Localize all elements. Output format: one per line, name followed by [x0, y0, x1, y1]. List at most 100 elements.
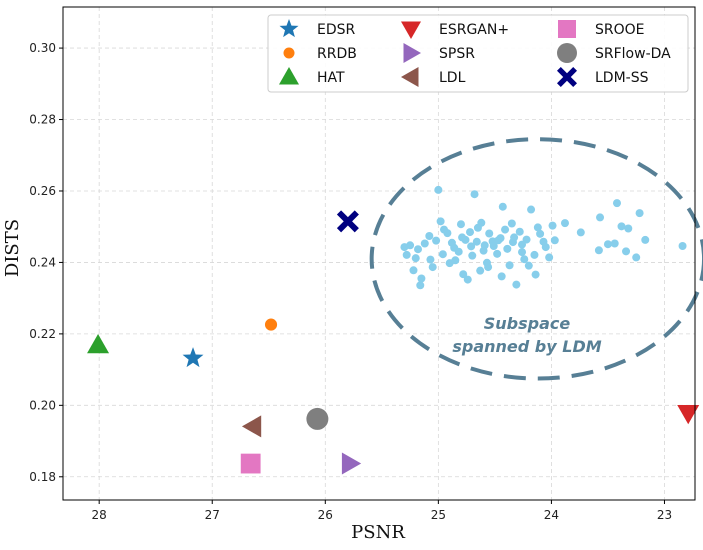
legend-label-ldl: LDL [439, 70, 466, 86]
ldm-sample-point [426, 255, 435, 264]
ldm-sample-point [440, 225, 449, 234]
legend-label-srooe: SROOE [595, 22, 645, 38]
ldm-sample-point [503, 244, 512, 253]
y-tick-label: 0.18 [29, 470, 56, 484]
legend-marker-srooe [558, 20, 576, 38]
marker-hat [87, 333, 110, 354]
ldm-sample-point [512, 280, 521, 289]
ldm-sample-point [501, 225, 510, 234]
ldm-sample-point [550, 236, 559, 245]
ldm-sample-point [594, 246, 603, 255]
ldm-sample-point [596, 213, 605, 222]
ldm-sample-point [530, 250, 539, 259]
ldm-sample-point [518, 240, 527, 249]
legend-label-spsr: SPSR [439, 46, 475, 62]
ldm-sample-point [510, 233, 519, 242]
ldm-sample-point [612, 199, 621, 208]
ldm-sample-point [527, 205, 536, 214]
ldm-sample-point [402, 250, 411, 259]
legend-marker-esrgan- [401, 21, 421, 39]
legend-label-hat: HAT [317, 70, 345, 86]
y-axis-ticks: 0.18 0.20 0.22 0.24 0.26 0.28 0.30 [29, 41, 63, 484]
ldm-sample-point [484, 263, 493, 272]
ldm-sample-point [409, 266, 418, 275]
ldm-sample-point [417, 274, 426, 283]
y-tick-label: 0.22 [29, 327, 56, 341]
y-tick-label: 0.26 [29, 184, 56, 198]
marker-esrgan- [677, 404, 700, 425]
marker-ldm-ss [336, 210, 359, 233]
legend-marker-edsr [279, 19, 299, 38]
ldm-sample-point [624, 224, 633, 233]
legend: EDSR RRDB HAT ESRGAN+ SPSR LDL SROOE SRFlow-DA L… [267, 14, 689, 93]
ldm-sample-point [505, 261, 514, 270]
ldm-sample-point [472, 237, 481, 246]
ldm-sample-point [610, 239, 619, 248]
ldm-sample-point [617, 222, 626, 231]
ldm-sample-point [416, 281, 425, 290]
legend-label-edsr: EDSR [317, 22, 356, 38]
y-tick-label: 0.20 [29, 398, 56, 412]
ldm-sample-point [489, 241, 498, 250]
legend-marker-hat [279, 67, 299, 85]
plot-border [62, 6, 696, 501]
marker-edsr [182, 347, 204, 368]
ldm-sample-point [498, 202, 507, 211]
ldm-sample-point [560, 219, 569, 228]
y-tick-label: 0.28 [29, 113, 56, 127]
x-tick-label: 24 [544, 508, 559, 522]
ldm-sample-point [456, 220, 465, 229]
y-tick-label: 0.30 [29, 41, 56, 55]
legend-label-ldm-ss: LDM-SS [595, 70, 649, 86]
annotation-line-2: spanned by LDM [452, 337, 601, 356]
ldm-sample-point [414, 245, 423, 254]
ldm-sample-point [515, 227, 524, 236]
ldm-sample-point [541, 243, 550, 252]
annotation-line-1: Subspace [484, 314, 571, 333]
ldm-sample-point [467, 242, 476, 251]
ldm-sample-point [485, 229, 494, 238]
ldm-sample-point [432, 236, 441, 245]
ldm-sample-point [520, 255, 529, 264]
ldm-sample-points [400, 185, 687, 290]
ldm-sample-point [635, 209, 644, 218]
ldm-sample-point [468, 251, 477, 260]
legend-marker-spsr [403, 43, 421, 63]
ldm-sample-point [425, 231, 434, 240]
legend-label-srflow-da: SRFlow-DA [595, 46, 671, 62]
ldm-sample-point [451, 256, 460, 265]
ldm-sample-point [497, 272, 506, 281]
ldm-sample-point [458, 233, 467, 242]
ldm-sample-point [411, 254, 420, 263]
ldm-sample-point [494, 236, 503, 245]
marker-ldl [241, 415, 262, 438]
ldm-sample-point [545, 253, 554, 262]
ldm-sample-point [466, 228, 475, 237]
plot-frame [62, 6, 696, 501]
x-tick-label: 27 [205, 508, 220, 522]
y-tick-label: 0.24 [29, 255, 56, 269]
marker-spsr [341, 452, 362, 475]
ldm-sample-point [533, 223, 542, 232]
ldm-sample-point [603, 240, 612, 249]
legend-marker-ldm-ss [557, 67, 577, 87]
ldm-sample-point [406, 241, 415, 250]
marker-rrdb [264, 318, 278, 331]
ldm-sample-point [678, 241, 687, 250]
marker-srooe [240, 453, 261, 474]
x-tick-label: 26 [318, 508, 333, 522]
ldm-subspace-ellipse [369, 137, 703, 381]
ldm-sample-point [480, 241, 489, 250]
ldm-sample-point [507, 219, 516, 228]
ldm-sample-point [548, 221, 557, 230]
legend-box [267, 14, 689, 93]
ldm-sample-point [622, 247, 631, 256]
ldm-sample-point [524, 261, 533, 270]
ldm-sample-point [518, 248, 527, 257]
ldm-sample-point [420, 239, 429, 248]
ldm-sample-point [576, 228, 585, 237]
x-tick-label: 23 [657, 508, 672, 522]
ldm-sample-point [436, 217, 445, 226]
ldm-sample-point [641, 235, 650, 244]
